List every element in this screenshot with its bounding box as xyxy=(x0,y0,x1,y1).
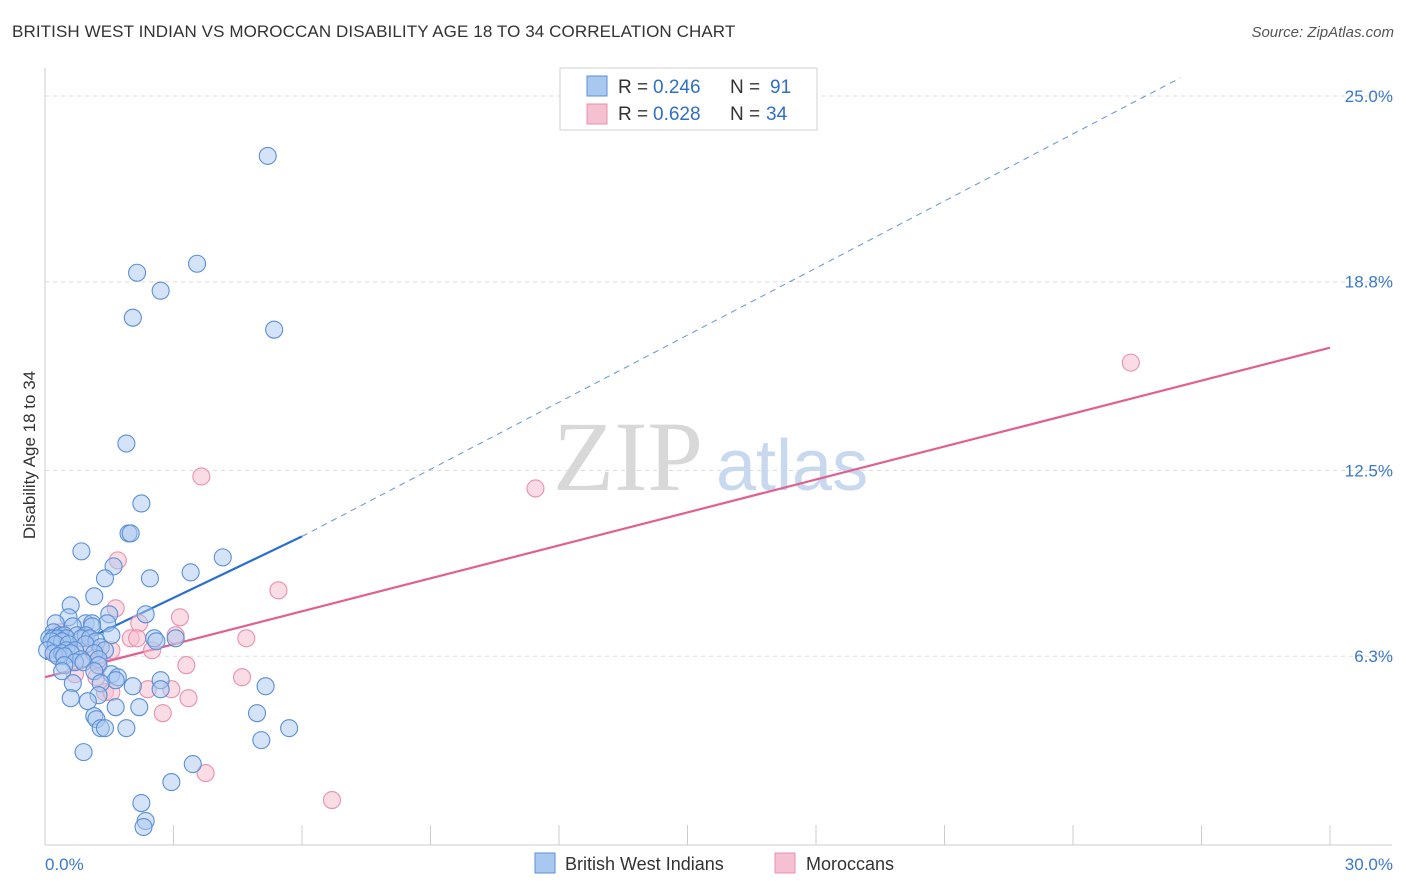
british-west-indians-point xyxy=(258,146,277,165)
british-west-indians-point xyxy=(256,677,275,696)
moroccans-point xyxy=(153,704,172,723)
watermark-atlas: atlas xyxy=(716,426,868,506)
legend-r-label-pink: R = xyxy=(618,104,648,125)
british-west-indians-point xyxy=(247,704,267,723)
british-west-indians-point xyxy=(106,698,125,717)
british-west-indians-point xyxy=(121,524,140,543)
moroccans-trend-line xyxy=(44,346,1331,679)
british-west-indians-point xyxy=(61,689,80,708)
y-tick-label: 6.3% xyxy=(1354,647,1393,666)
y-tick-label: 25.0% xyxy=(1345,87,1393,106)
british-west-indians-point xyxy=(123,677,142,696)
british-west-indians-point xyxy=(213,548,232,567)
british-west-indians-point xyxy=(136,605,155,624)
y-tick-label: 18.8% xyxy=(1345,273,1393,292)
trend-lines xyxy=(44,77,1331,679)
british-west-indians-point xyxy=(95,569,115,588)
british-west-indians-point xyxy=(78,692,97,711)
british-west-indians-point xyxy=(280,719,299,738)
x-tick-label-min: 0.0% xyxy=(45,855,84,874)
watermark: ZIP atlas xyxy=(553,401,868,512)
british-west-indians-point xyxy=(166,629,185,648)
bottom-legend-swatch-pink xyxy=(774,852,796,874)
british-west-indians-point xyxy=(95,719,115,738)
moroccans-point xyxy=(269,581,288,600)
british-west-indians-point xyxy=(134,817,153,837)
bottom-legend-label-blue: British West Indians xyxy=(565,854,724,874)
legend-n-label-pink: N = xyxy=(730,104,760,125)
legend-swatch-blue xyxy=(586,75,608,97)
british-west-indians-point xyxy=(140,569,159,588)
bottom-legend-swatch-blue xyxy=(534,852,556,874)
british-west-indians-point xyxy=(252,731,271,750)
british-west-indians-point xyxy=(53,662,72,681)
british-west-indians-point xyxy=(188,254,207,273)
chart-title: BRITISH WEST INDIAN VS MOROCCAN DISABILI… xyxy=(12,22,736,41)
british-west-indians-point xyxy=(85,587,104,606)
british-west-indians-point xyxy=(132,494,151,513)
legend-r-label-blue: R = xyxy=(618,77,648,98)
moroccans-point xyxy=(196,764,215,783)
british-west-indians-point xyxy=(128,263,147,282)
y-tick-label: 12.5% xyxy=(1345,461,1393,480)
x-tick-labels: 0.0% 30.0% xyxy=(45,855,1393,874)
moroccans-point xyxy=(177,656,196,675)
british-west-indians-point xyxy=(265,320,284,339)
british-west-indians-point xyxy=(147,632,166,651)
x-tick-label-max: 30.0% xyxy=(1345,855,1393,874)
british-west-indians-point xyxy=(130,698,149,717)
watermark-zip: ZIP xyxy=(553,401,703,512)
axes xyxy=(44,68,1392,846)
british-west-indians-point xyxy=(72,542,91,561)
british-west-indians-point xyxy=(117,434,136,453)
british-west-indians-point xyxy=(132,794,151,813)
moroccans-point xyxy=(237,629,256,648)
british-west-indians-point xyxy=(117,719,136,738)
source-credit: Source: ZipAtlas.com xyxy=(1251,24,1394,41)
moroccans-point xyxy=(232,668,252,687)
legend-r-value-blue: 0.246 xyxy=(653,77,701,98)
moroccans-point xyxy=(1121,353,1140,372)
british-west-indians-trend-extension xyxy=(301,77,1181,537)
british-west-indians-point xyxy=(123,308,142,327)
moroccans-point xyxy=(128,629,147,648)
legend-r-value-pink: 0.628 xyxy=(653,104,701,125)
bottom-legend-label-pink: Moroccans xyxy=(806,854,894,874)
british-west-indians-point xyxy=(181,563,200,582)
legend-n-value-pink: 34 xyxy=(766,104,788,125)
british-west-indians-point xyxy=(183,755,202,774)
british-west-indians-point xyxy=(151,281,170,300)
moroccans-point xyxy=(170,608,189,627)
moroccans-point xyxy=(526,479,545,498)
british-west-indians-points xyxy=(38,146,299,837)
moroccans-point xyxy=(322,791,342,810)
gridlines xyxy=(45,95,1392,657)
moroccans-point xyxy=(192,467,211,486)
moroccans-point xyxy=(179,689,198,708)
y-tick-labels: 6.3% 12.5% 18.8% 25.0% xyxy=(1345,87,1393,666)
correlation-legend: R = 0.246 N = 91 R = 0.628 N = 34 xyxy=(559,67,818,131)
british-west-indians-point xyxy=(63,674,82,693)
series-legend: British West Indians Moroccans xyxy=(534,852,894,874)
british-west-indians-point xyxy=(106,671,125,690)
british-west-indians-point xyxy=(162,773,181,792)
british-west-indians-point xyxy=(151,680,170,699)
legend-n-value-blue: 91 xyxy=(770,77,791,98)
british-west-indians-point xyxy=(74,743,93,762)
legend-swatch-pink xyxy=(586,103,608,125)
legend-n-label-blue: N = xyxy=(730,77,760,98)
